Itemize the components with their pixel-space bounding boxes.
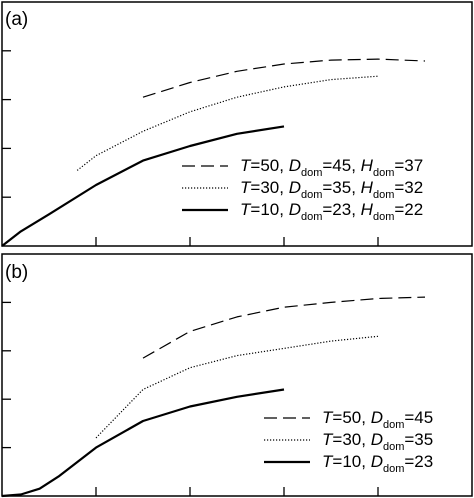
legend-label: T=50, Ddom=45 — [322, 408, 433, 431]
series-line-solid — [1, 388, 285, 498]
series-line-solid — [1, 125, 285, 247]
panel-b: (b) T=50, Ddom=45T=30, Ddom=35T=10, Ddom=… — [1, 253, 473, 498]
legend-label: T=50, Ddom=45, Hdom=37 — [240, 156, 423, 179]
legend-label: T=30, Ddom=35 — [322, 430, 433, 453]
series-line-dotted — [76, 75, 379, 171]
series-line-dashed — [142, 58, 426, 98]
panel-label: (b) — [5, 262, 28, 283]
legend-label: T=10, Ddom=23, Hdom=22 — [240, 200, 423, 223]
legend-label: T=10, Ddom=23 — [322, 452, 433, 475]
plot-frame — [1, 1, 473, 247]
legend-label: T=30, Ddom=35, Hdom=32 — [240, 178, 423, 201]
plot-frame — [1, 253, 473, 497]
series-line-dashed — [142, 296, 426, 359]
panel-a: (a) T=50, Ddom=45, Hdom=37T=30, Ddom=35, … — [1, 1, 473, 247]
panel-label: (a) — [5, 9, 28, 30]
